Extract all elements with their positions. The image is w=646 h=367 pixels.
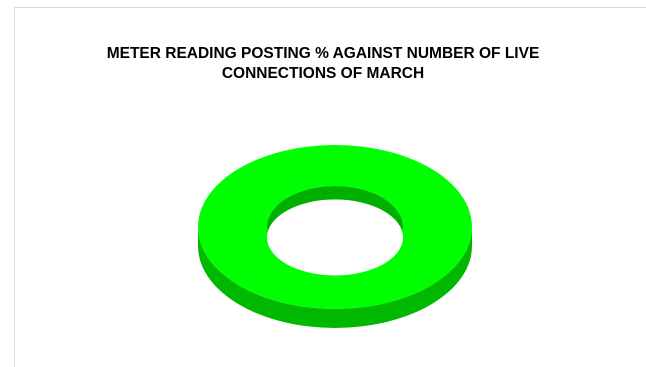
doughnut-slice-0-side <box>198 227 472 328</box>
chart-title-line-2: CONNECTIONS OF MARCH <box>221 65 425 82</box>
chart-title-line-1: METER READING POSTING % AGAINST NUMBER O… <box>106 45 540 62</box>
doughnut-hole <box>267 199 403 276</box>
chart-title: METER READING POSTING % AGAINST NUMBER O… <box>0 44 646 84</box>
doughnut-plot <box>198 145 472 328</box>
doughnut-slice-0 <box>198 145 472 309</box>
